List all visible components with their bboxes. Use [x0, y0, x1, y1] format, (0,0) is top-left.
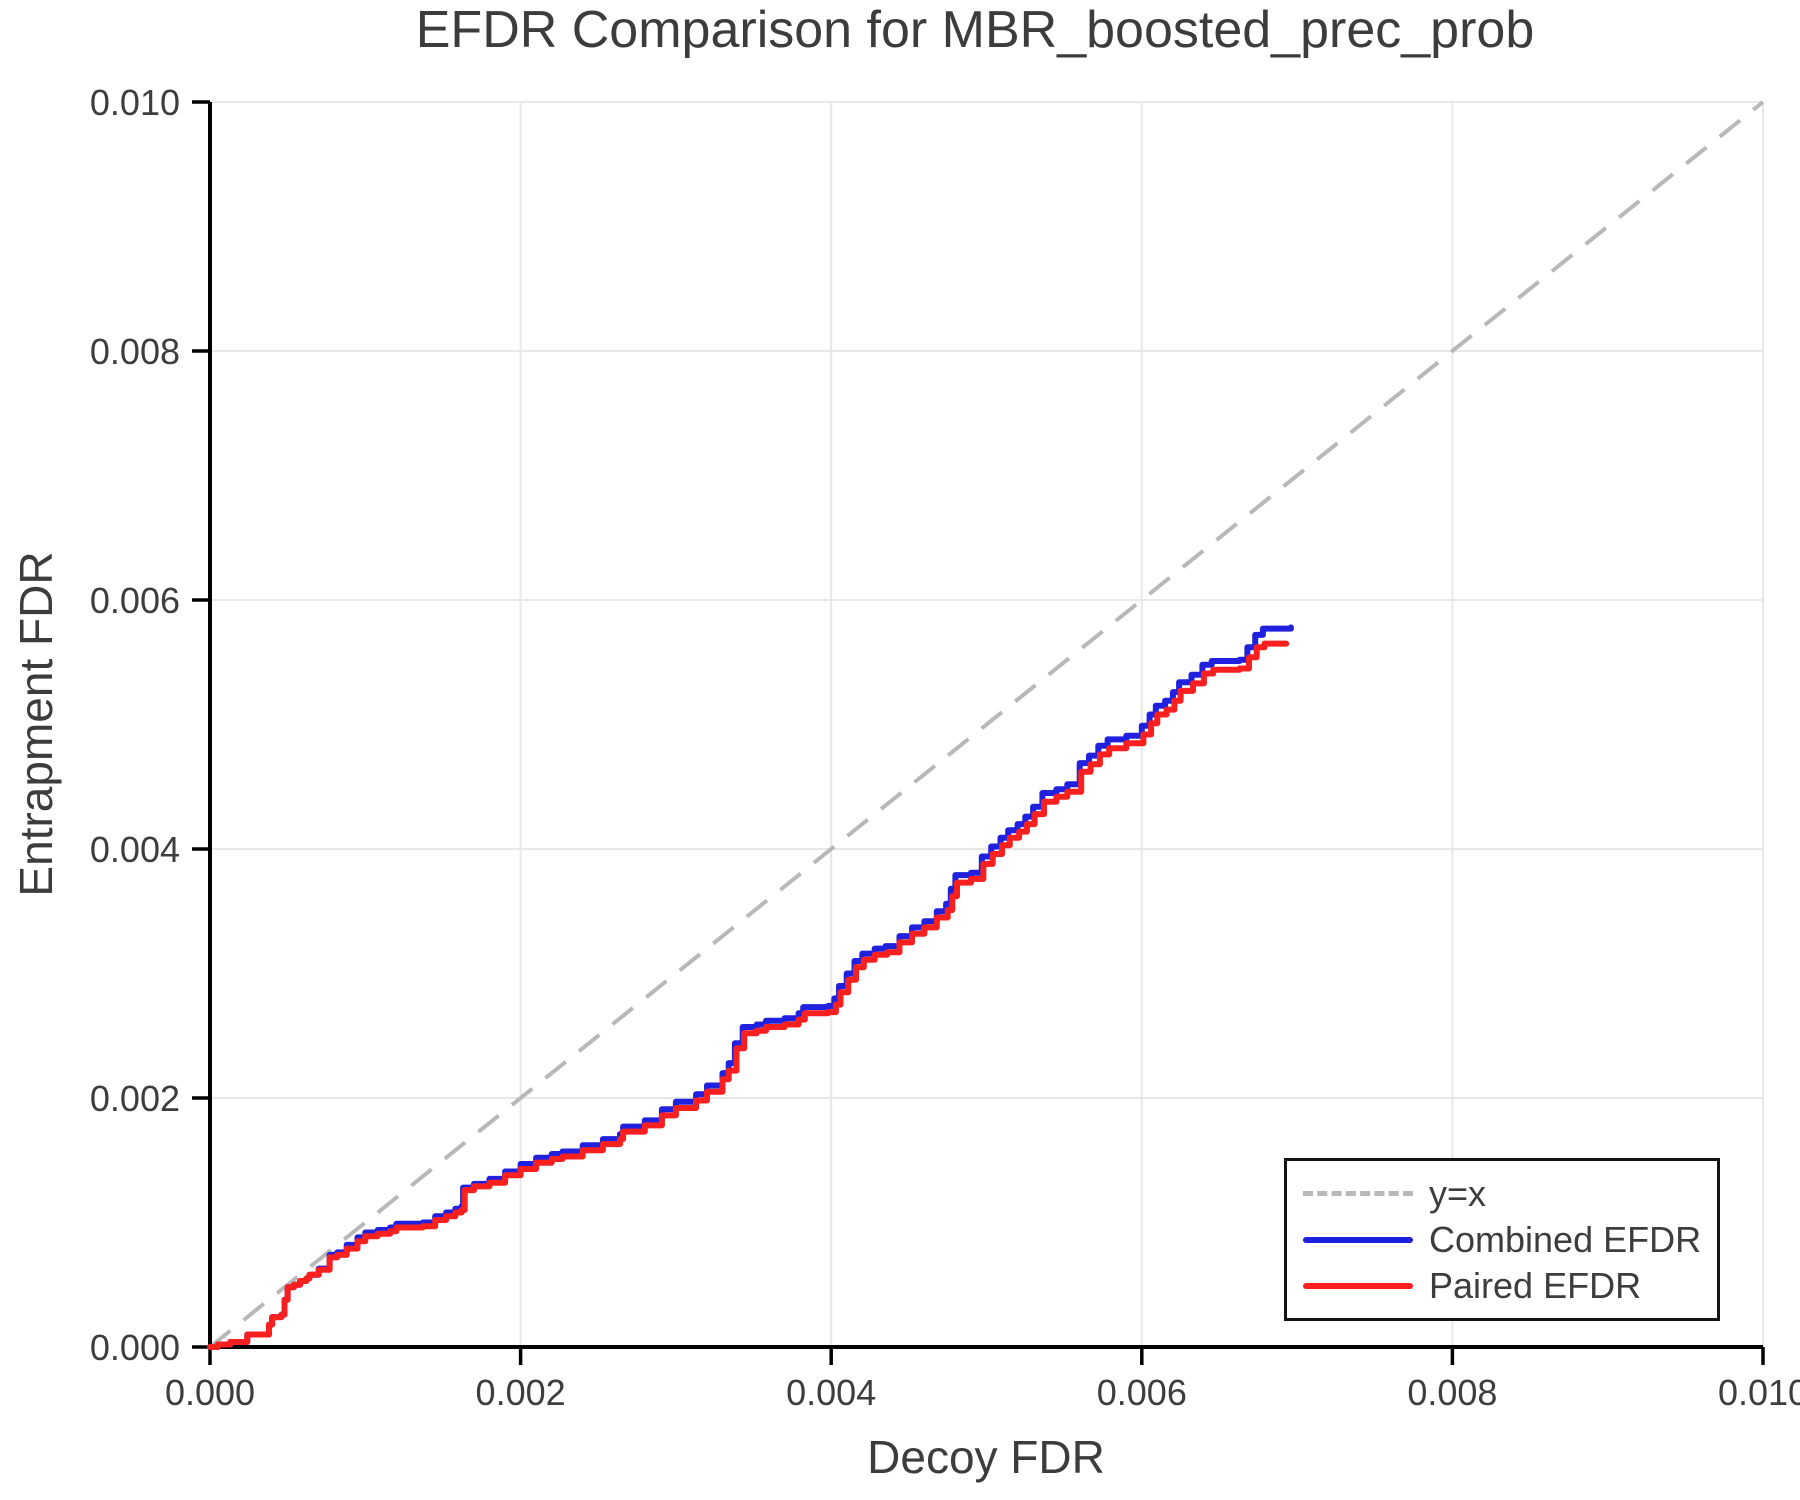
identity-line: [208, 100, 1765, 1349]
y-axis-label: Entrapment FDR: [10, 551, 62, 897]
y-tick-label: 0.002: [90, 1078, 180, 1119]
legend-item-combined-efdr: Combined EFDR: [1303, 1217, 1709, 1263]
x-tick-label: 0.010: [1718, 1372, 1800, 1413]
blue-line-sample: [1303, 1236, 1413, 1243]
paired-efdr-line: [207, 640, 1290, 1350]
legend-label: Combined EFDR: [1429, 1218, 1702, 1260]
legend-item-yx: y=x: [1303, 1171, 1709, 1217]
chart-title: EFDR Comparison for MBR_boosted_prec_pro…: [415, 1, 1535, 59]
y-tick-label: 0.000: [90, 1327, 180, 1368]
y-tick-label: 0.008: [90, 331, 180, 372]
legend: y=x Combined EFDR Paired EFDR: [1284, 1158, 1720, 1321]
legend-label: Paired EFDR: [1429, 1264, 1642, 1306]
x-axis-label: Decoy FDR: [867, 1431, 1105, 1483]
x-tick-label: 0.006: [1097, 1372, 1187, 1413]
legend-label: y=x: [1429, 1172, 1487, 1214]
x-tick-label: 0.008: [1407, 1372, 1497, 1413]
y-tick-label: 0.010: [90, 82, 180, 123]
red-line-sample: [1303, 1282, 1413, 1289]
x-tick-label: 0.000: [165, 1372, 255, 1413]
x-tick-label: 0.002: [476, 1372, 566, 1413]
x-tick-label: 0.004: [786, 1372, 876, 1413]
legend-item-paired-efdr: Paired EFDR: [1303, 1263, 1709, 1309]
y-tick-label: 0.004: [90, 829, 180, 870]
y-tick-label: 0.006: [90, 580, 180, 621]
dashed-line-sample: [1303, 1191, 1413, 1196]
